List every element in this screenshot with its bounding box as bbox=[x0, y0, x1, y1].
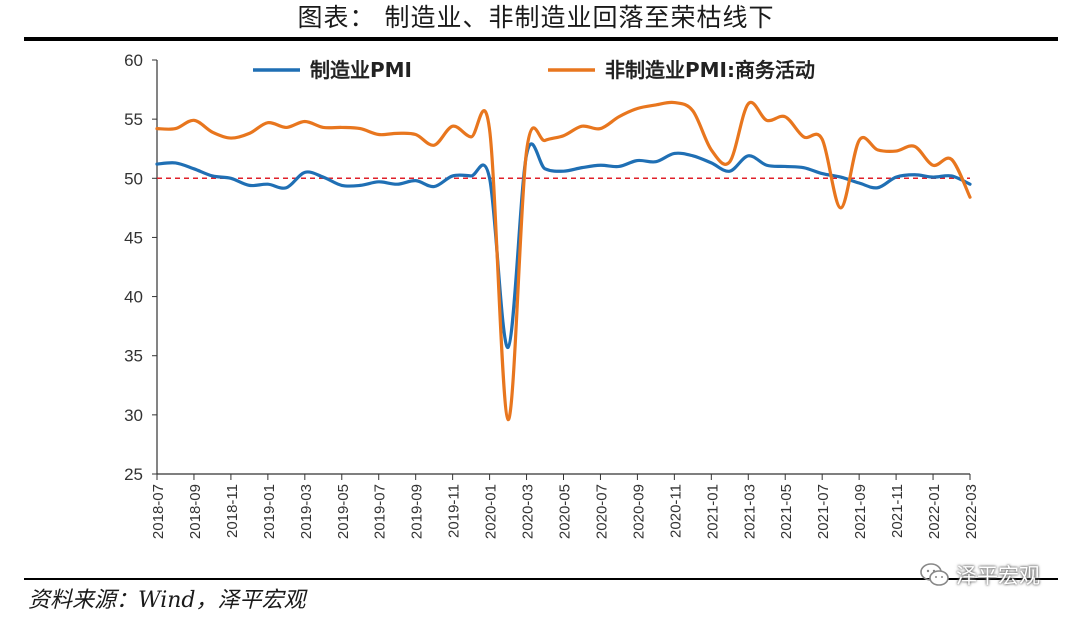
x-tick-label: 2021-11 bbox=[889, 484, 906, 538]
title-rule bbox=[24, 37, 1058, 41]
source-note: 资料来源：Wind，泽平宏观 bbox=[28, 588, 306, 613]
x-tick-label: 2019-05 bbox=[335, 484, 352, 539]
x-tick-label: 2021-09 bbox=[852, 484, 869, 539]
watermark-text: 泽平宏观 bbox=[956, 564, 1040, 588]
wechat-icon bbox=[920, 563, 949, 586]
source-rule bbox=[24, 578, 1058, 580]
chart-legend: 制造业PMI 非制造业PMI:商务活动 bbox=[253, 58, 815, 82]
series-lines bbox=[155, 100, 972, 422]
y-tick-label: 25 bbox=[124, 465, 143, 484]
x-tick-label: 2018-11 bbox=[224, 484, 241, 538]
series-line-non-manufacturing-pmi bbox=[155, 100, 972, 422]
y-tick-label: 35 bbox=[124, 347, 143, 366]
y-tick-label: 60 bbox=[124, 51, 143, 70]
chart-title: 图表： 制造业、非制造业回落至荣枯线下 bbox=[297, 3, 775, 32]
x-tick-label: 2019-01 bbox=[261, 484, 278, 539]
x-tick-label: 2021-03 bbox=[741, 484, 758, 539]
x-tick-label: 2020-09 bbox=[630, 484, 647, 539]
x-tick-label: 2021-07 bbox=[815, 484, 832, 539]
y-tick-label: 45 bbox=[124, 228, 143, 247]
x-tick-label: 2019-09 bbox=[409, 484, 426, 539]
x-tick-label: 2018-07 bbox=[150, 484, 167, 539]
legend-label: 制造业PMI bbox=[310, 58, 412, 82]
x-tick-label: 2021-05 bbox=[778, 484, 795, 539]
x-tick-label: 2020-07 bbox=[593, 484, 610, 539]
y-tick-label: 50 bbox=[124, 169, 143, 188]
series-line-manufacturing-pmi bbox=[155, 142, 972, 350]
watermark: 泽平宏观 bbox=[920, 560, 1040, 590]
x-tick-label: 2020-03 bbox=[520, 484, 537, 539]
x-tick-label: 2019-07 bbox=[372, 484, 389, 539]
x-tick-label: 2022-03 bbox=[963, 484, 980, 539]
chart-axes: 25 30 35 40 45 50 55 60 2018-07 2018-09 2018-11 201… bbox=[124, 51, 980, 539]
x-tick-label: 2022-01 bbox=[926, 484, 943, 539]
legend-label: 非制造业PMI:商务活动 bbox=[605, 58, 815, 82]
x-tick-label: 2021-01 bbox=[704, 484, 721, 539]
y-tick-label: 55 bbox=[124, 110, 143, 129]
x-tick-label: 2020-05 bbox=[557, 484, 574, 539]
x-tick-label: 2018-09 bbox=[187, 484, 204, 539]
y-tick-label: 30 bbox=[124, 406, 143, 425]
x-tick-label: 2019-11 bbox=[446, 484, 463, 538]
y-tick-label: 40 bbox=[124, 288, 143, 307]
x-tick-label: 2020-01 bbox=[483, 484, 500, 539]
x-tick-label: 2020-11 bbox=[667, 484, 684, 538]
x-tick-label: 2019-03 bbox=[298, 484, 315, 539]
